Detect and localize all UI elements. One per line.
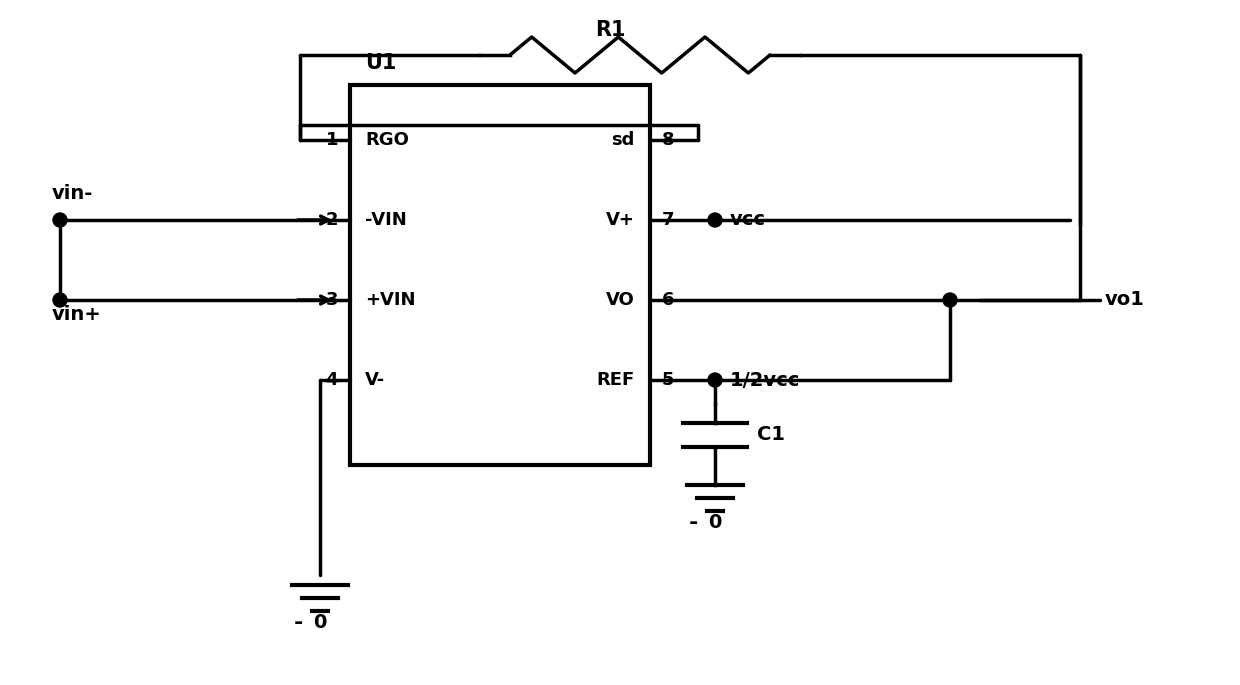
Text: R1: R1 xyxy=(595,20,625,40)
Text: V+: V+ xyxy=(606,211,635,229)
Circle shape xyxy=(942,293,957,307)
Text: RGO: RGO xyxy=(365,131,409,149)
Circle shape xyxy=(53,213,67,227)
Text: REF: REF xyxy=(596,371,635,389)
Text: 1: 1 xyxy=(325,131,339,149)
Circle shape xyxy=(708,373,722,387)
Text: sd: sd xyxy=(611,131,635,149)
Text: 5: 5 xyxy=(662,371,675,389)
Text: -: - xyxy=(688,513,698,533)
Text: 1/2vcc: 1/2vcc xyxy=(730,371,800,390)
Text: 3: 3 xyxy=(325,291,339,309)
Circle shape xyxy=(53,293,67,307)
Text: vin-: vin- xyxy=(52,184,93,203)
Text: -: - xyxy=(294,613,303,633)
Text: 0: 0 xyxy=(314,614,326,632)
Text: -VIN: -VIN xyxy=(365,211,407,229)
Text: U1: U1 xyxy=(365,53,397,73)
Text: +VIN: +VIN xyxy=(365,291,415,309)
Text: 2: 2 xyxy=(325,211,339,229)
Text: 8: 8 xyxy=(662,131,675,149)
Text: vin+: vin+ xyxy=(52,305,102,324)
Text: V-: V- xyxy=(365,371,386,389)
Text: vcc: vcc xyxy=(730,210,766,229)
Text: 0: 0 xyxy=(708,514,722,532)
Text: C1: C1 xyxy=(756,425,785,445)
Text: 7: 7 xyxy=(662,211,675,229)
Text: 4: 4 xyxy=(325,371,339,389)
Text: VO: VO xyxy=(606,291,635,309)
Bar xyxy=(350,85,650,465)
Text: 6: 6 xyxy=(662,291,675,309)
Circle shape xyxy=(708,213,722,227)
Text: vo1: vo1 xyxy=(1105,290,1145,310)
